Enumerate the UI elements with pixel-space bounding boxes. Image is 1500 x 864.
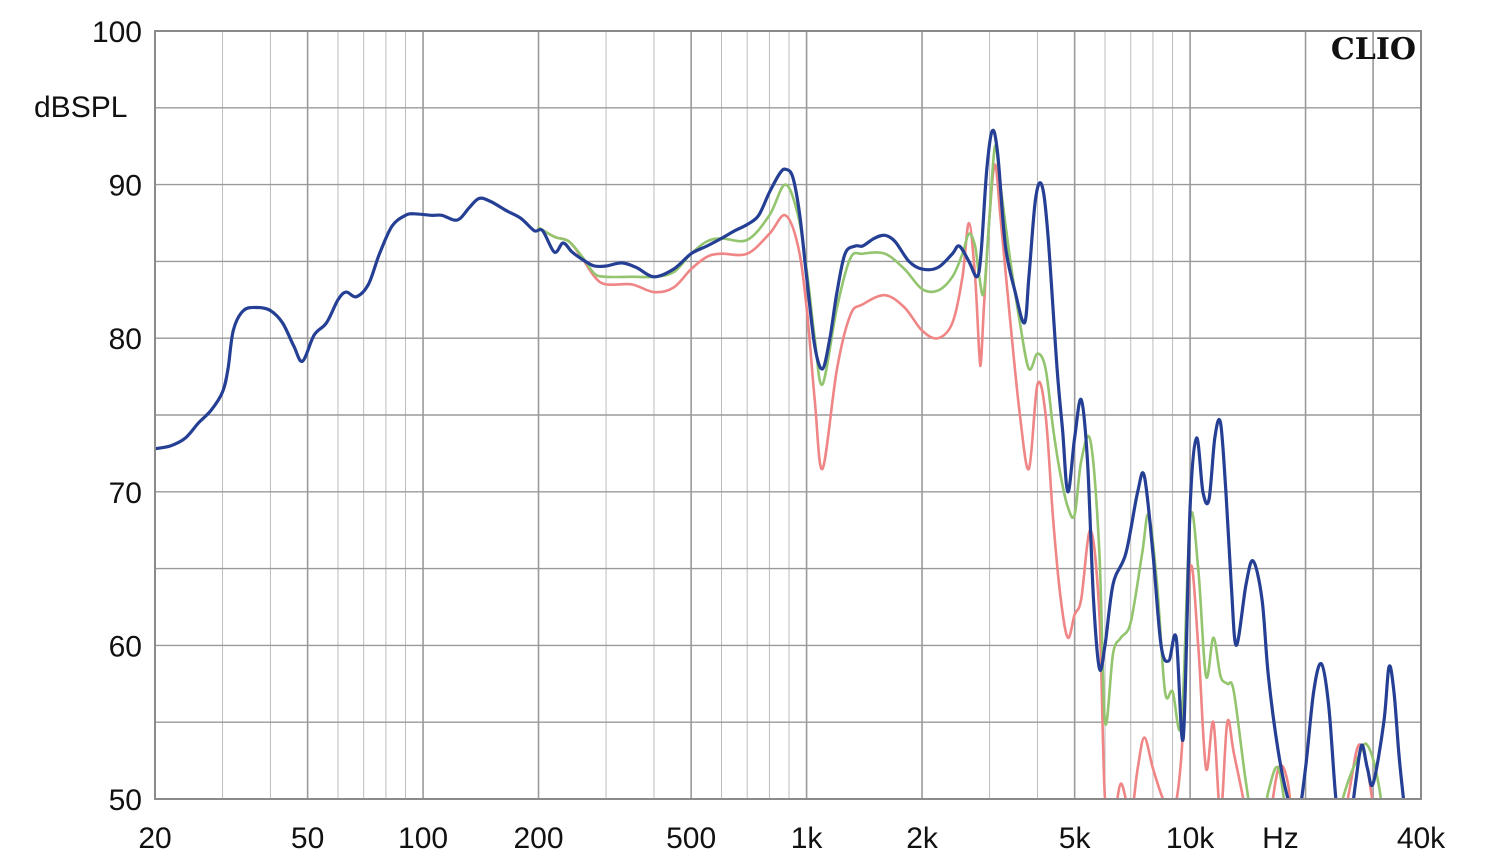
series-line-2 [537,144,1383,799]
x-tick-label: 5k [1059,822,1092,855]
x-tick-label: 200 [513,822,563,855]
x-tick-label: 100 [398,822,448,855]
x-axis-label: Hz [1262,822,1299,855]
y-tick-label: 60 [109,630,142,663]
y-tick-label: 100 [92,16,142,49]
y-tick-label: 90 [109,170,142,203]
plot-frame [154,30,1422,800]
series-line-1 [537,163,1374,799]
chart-grid [155,31,1421,799]
x-tick-label: 50 [291,822,324,855]
y-tick-label: 80 [109,323,142,356]
x-tick-label: 20 [138,822,171,855]
y-axis-label: dBSPL [34,91,127,124]
y-tick-label: 70 [109,477,142,510]
y-tick-label: 50 [109,784,142,817]
x-tick-label: 40k [1397,822,1446,855]
x-tick-label: 500 [666,822,716,855]
y-tick-labels: 100 90 80 70 60 50 [92,16,142,817]
clio-brand-label: CLIO [1331,32,1416,67]
series-line-3 [155,128,1406,799]
x-tick-label: 1k [791,822,824,855]
x-tick-label: 2k [906,822,939,855]
series-layer [155,128,1406,799]
x-tick-labels: 20 50 100 200 500 1k 2k 5k 10k 40k Hz [138,822,1446,855]
x-tick-label: 10k [1166,822,1215,855]
